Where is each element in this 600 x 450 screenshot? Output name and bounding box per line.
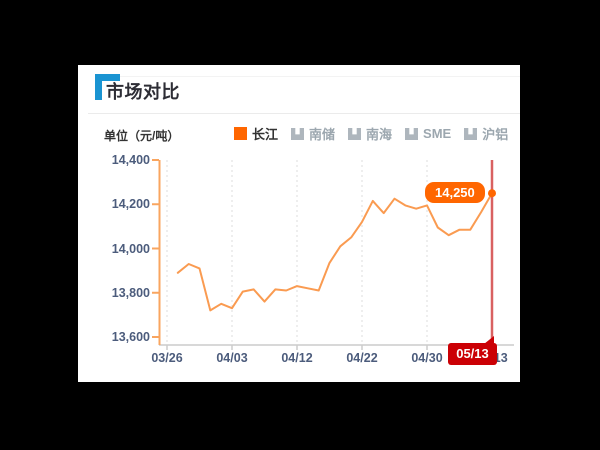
legend-item-nanhai[interactable]: 南海 — [348, 124, 392, 143]
legend-label: SME — [423, 125, 452, 141]
header-divider — [88, 113, 520, 114]
y-axis-tick-label: 13,600 — [111, 330, 150, 344]
legend-label: 沪铝 — [482, 126, 509, 142]
last-point-dot — [487, 189, 496, 198]
series-swatch-icon — [234, 126, 247, 140]
legend-item-sme[interactable]: SME — [405, 126, 451, 141]
last-value-tooltip: 14,250 — [425, 182, 485, 203]
header-top-hairline — [95, 76, 520, 77]
market-compare-card: 市场对比 单位（元/吨） 长江 南储 南海 SME — [78, 65, 520, 382]
legend-label: 南储 — [309, 126, 336, 142]
legend-item-changjiang[interactable]: 长江 — [234, 124, 278, 143]
marker-date-badge: 05/13 — [448, 336, 497, 365]
bar-chart-icon — [291, 127, 305, 140]
x-axis-tick-label: 04/22 — [346, 351, 378, 365]
x-axis-tick-label: 03/26 — [151, 351, 183, 365]
chart-legend: 长江 南储 南海 SME 沪铝 — [234, 124, 508, 143]
legend-label: 南海 — [366, 126, 393, 142]
x-axis-tick-label: 04/30 — [411, 351, 443, 365]
y-axis-tick-label: 13,800 — [111, 286, 150, 300]
legend-item-hulv[interactable]: 沪铝 — [464, 124, 508, 143]
price-series-line — [176, 192, 493, 312]
bar-chart-icon — [348, 127, 362, 140]
marker-badge-pointer — [484, 336, 494, 344]
bar-chart-icon — [405, 127, 419, 140]
y-axis-tick-label: 14,000 — [111, 242, 150, 256]
unit-label: 单位（元/吨） — [104, 129, 180, 143]
bar-chart-icon — [464, 127, 478, 140]
x-axis-tick-label: 04/03 — [216, 351, 248, 365]
y-axis-tick-label: 14,200 — [111, 197, 150, 211]
page-title: 市场对比 — [106, 82, 180, 102]
x-axis-tick-label: 04/12 — [281, 351, 313, 365]
legend-label: 长江 — [252, 126, 279, 142]
marker-date-label: 05/13 — [456, 346, 489, 361]
y-axis-tick-label: 14,400 — [111, 153, 150, 167]
legend-item-nanchu[interactable]: 南储 — [291, 124, 335, 143]
title-corner-accent — [95, 74, 120, 100]
